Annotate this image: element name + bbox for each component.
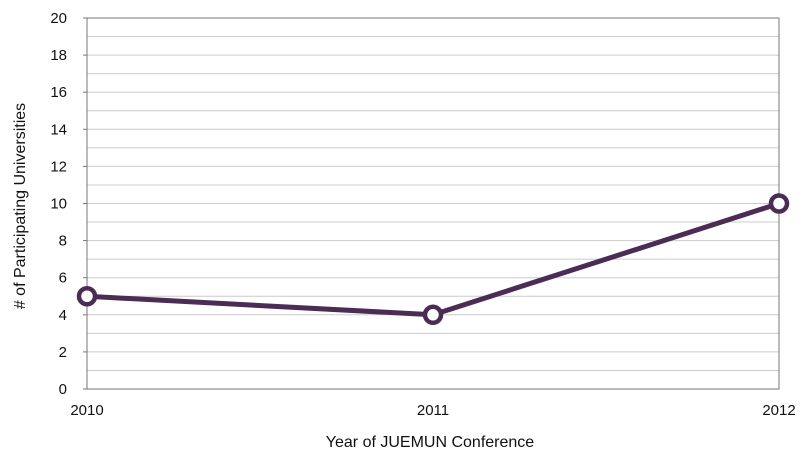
x-tick-label: 2011: [417, 402, 449, 419]
x-tick-labels: 2010 2011 2012: [70, 402, 795, 419]
data-point: [768, 193, 790, 214]
y-tick-label: 16: [50, 84, 67, 101]
y-tick-label: 20: [50, 10, 67, 27]
grid-lines: [87, 36, 779, 371]
y-tick-label: 18: [50, 47, 67, 64]
y-tick-label: 12: [50, 158, 67, 175]
x-tick-label: 2012: [762, 402, 795, 419]
y-tick-label: 10: [50, 196, 67, 213]
x-axis-title: Year of JUEMUN Conference: [326, 434, 534, 451]
data-point: [76, 286, 98, 307]
data-point: [422, 304, 444, 326]
data-points: [76, 193, 790, 326]
y-tick-label: 8: [59, 233, 67, 250]
y-tick-label: 2: [59, 344, 67, 361]
y-tick-label: 14: [50, 121, 67, 138]
x-tick-label: 2010: [70, 402, 103, 419]
y-axis-title: # of Participating Universities: [12, 103, 29, 309]
y-tick-labels: 0 2 4 6 8 10 12 14 16 18 20: [50, 10, 67, 398]
y-tick-label: 0: [59, 381, 67, 398]
y-tick-label: 4: [59, 307, 67, 324]
y-tick-label: 6: [59, 270, 67, 287]
